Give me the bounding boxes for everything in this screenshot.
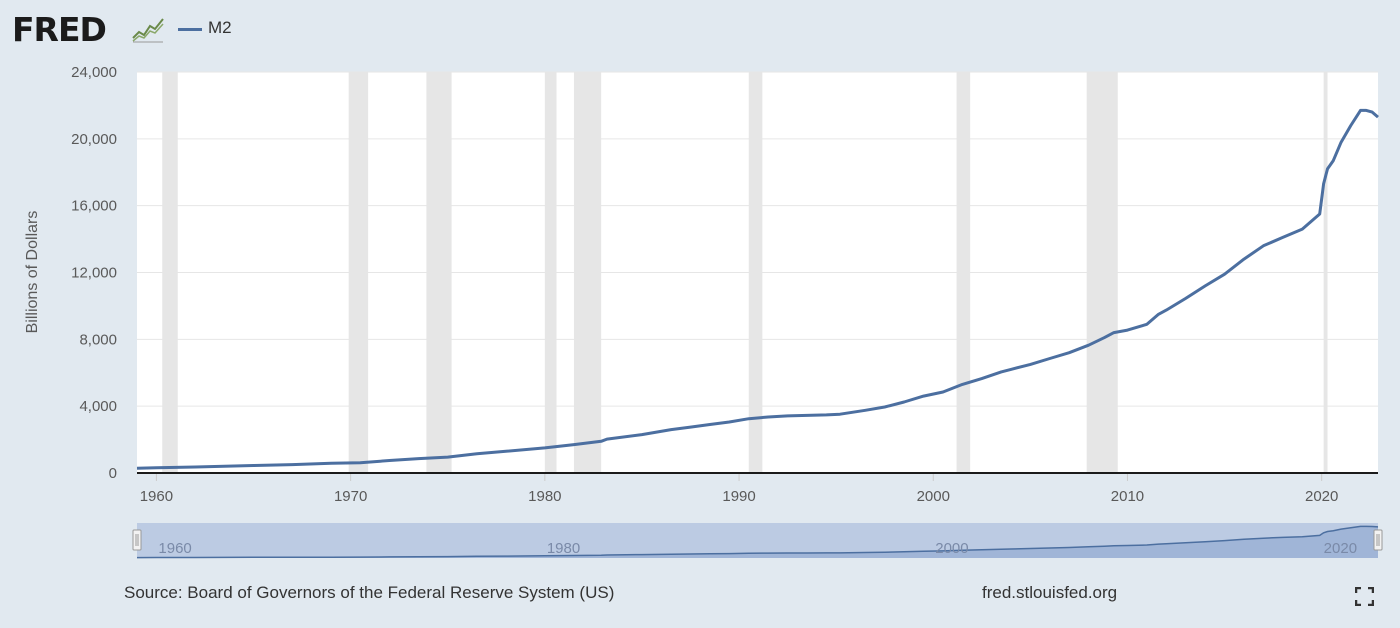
- y-tick-label: 12,000: [71, 265, 117, 282]
- y-tick-label: 0: [109, 465, 117, 482]
- y-tick-label: 24,000: [71, 64, 117, 81]
- navigator-handle-left[interactable]: [132, 529, 142, 551]
- navigator-tick-label: 2000: [935, 540, 968, 557]
- fred-logo-chart-icon[interactable]: [131, 14, 165, 44]
- navigator-tick-label: 1980: [547, 540, 580, 557]
- y-tick-label: 4,000: [79, 398, 117, 415]
- navigator-handle-right[interactable]: [1373, 529, 1383, 551]
- navigator-line: [136, 525, 1379, 559]
- y-tick-label: 8,000: [79, 331, 117, 348]
- x-tick-label: 2010: [1111, 488, 1144, 505]
- y-axis-ticks: 0 4,000 8,000 12,000 16,000 20,000 24,000: [71, 64, 117, 482]
- fred-logo[interactable]: FRED: [12, 10, 107, 49]
- site-link[interactable]: fred.stlouisfed.org: [982, 583, 1118, 602]
- legend-label[interactable]: M2: [208, 18, 232, 37]
- gridlines: [137, 71, 1378, 407]
- x-tick-label: 2020: [1305, 488, 1338, 505]
- x-tick-label: 1970: [334, 488, 367, 505]
- legend-line-icon: [178, 28, 202, 31]
- y-tick-label: 20,000: [71, 131, 117, 148]
- y-tick-label: 16,000: [71, 198, 117, 215]
- navigator-ticks: 1960 1980 2000 2020: [158, 540, 1357, 557]
- navigator-area: [137, 526, 1378, 558]
- navigator-tick-label: 2020: [1324, 540, 1357, 557]
- x-axis-ticks: 1960 1970 1980 1990 2000 2010 2020: [140, 473, 1338, 505]
- navigator-tick-label: 1960: [158, 540, 191, 557]
- y-axis-label: Billions of Dollars: [24, 211, 41, 334]
- fullscreen-icon[interactable]: [1355, 587, 1374, 606]
- range-navigator[interactable]: 1960 1980 2000 2020: [132, 523, 1383, 559]
- x-tick-label: 2000: [917, 488, 950, 505]
- x-tick-label: 1990: [722, 488, 755, 505]
- source-note: Source: Board of Governors of the Federa…: [124, 583, 615, 602]
- series-line-m2[interactable]: [136, 108, 1379, 470]
- x-tick-label: 1960: [140, 488, 173, 505]
- x-tick-label: 1980: [528, 488, 561, 505]
